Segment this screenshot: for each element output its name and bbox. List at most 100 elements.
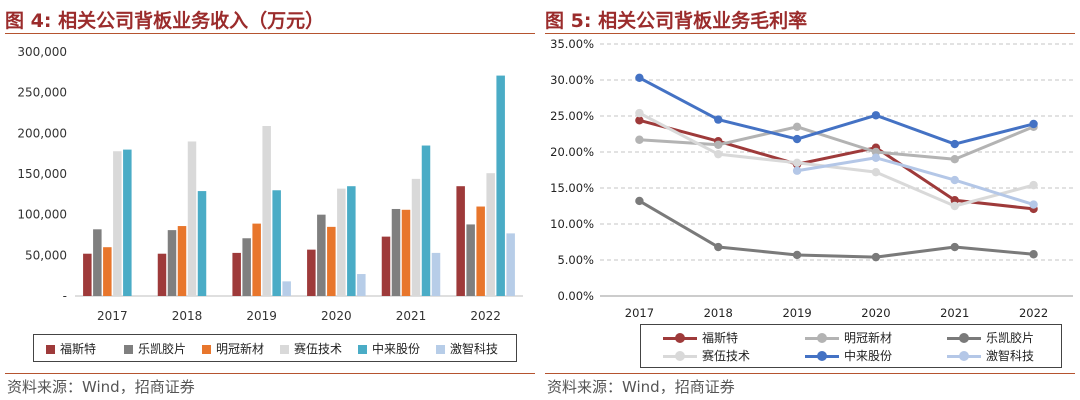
data-point: [635, 135, 644, 144]
legend-swatch: [663, 351, 697, 361]
x-tick-label: 2022: [470, 309, 501, 323]
line-chart: 0.00% 5.00% 10.00% 15.00% 20.00% 25.00% 30.00%…: [550, 37, 1073, 320]
data-point: [950, 175, 959, 185]
data-point: [792, 158, 802, 167]
bar: [242, 238, 251, 296]
bottom-divider: [5, 373, 535, 374]
bar: [83, 253, 92, 296]
title-text: 相关公司背板业务毛利率: [598, 10, 808, 32]
legend-label: 明冠新材: [216, 342, 265, 356]
line-chart-legend: 福斯特 明冠新材 乐凯胶片赛伍技术 中来股份 激智科技: [640, 324, 1062, 368]
legend-swatch: [663, 333, 697, 343]
legend-label: 福斯特: [702, 331, 739, 345]
y-tick-label: 150,000: [17, 167, 67, 181]
legend-label: 激智科技: [450, 342, 499, 356]
data-point: [1029, 119, 1038, 129]
legend-label: 赛伍技术: [294, 342, 343, 356]
legend-swatch: [46, 345, 55, 354]
legend-item: 激智科技: [947, 347, 1034, 364]
bar: [381, 236, 391, 296]
data-point: [635, 196, 644, 206]
x-tick-label: 2022: [1019, 306, 1048, 320]
margin-chart-title: 图 5: 相关公司背板业务毛利率: [545, 6, 807, 33]
y-tick-label: 25.00%: [550, 109, 594, 123]
bottom-divider: [545, 373, 1075, 374]
series-line: [638, 76, 1034, 146]
data-point: [871, 167, 881, 177]
y-tick-label: 200,000: [17, 126, 67, 140]
bar: [123, 149, 132, 296]
bar: [157, 253, 167, 296]
data-point: [950, 196, 959, 205]
y-tick-label: 250,000: [17, 86, 67, 100]
x-tick-label: 2017: [97, 309, 128, 323]
legend-item: 福斯特: [663, 329, 738, 346]
figure-label: 图 4:: [5, 10, 52, 32]
legend-swatch: [436, 345, 445, 354]
y-tick-label: 50,000: [25, 248, 67, 262]
data-point: [635, 116, 644, 125]
margin-chart-panel: 图 5: 相关公司背板业务毛利率 0.00% 5.00% 10.00% 15.00% 2…: [545, 0, 1075, 400]
data-point: [950, 242, 959, 252]
legend-label: 福斯特: [60, 342, 97, 356]
x-tick-label: 2020: [321, 309, 352, 323]
bar: [262, 126, 271, 296]
legend-swatch: [805, 351, 839, 361]
legend-label: 中来股份: [844, 349, 893, 363]
data-point: [871, 153, 881, 162]
title-divider: [545, 33, 1075, 34]
legend-label: 激智科技: [986, 349, 1035, 363]
x-tick-label: 2019: [782, 306, 811, 320]
bar: [103, 247, 112, 296]
data-point: [871, 147, 881, 157]
data-point: [871, 252, 881, 262]
x-tick-label: 2018: [172, 309, 203, 323]
data-point: [950, 155, 959, 164]
revenue-chart-panel: 图 4: 相关公司背板业务收入（万元） - 50,000 100,000 150,00…: [5, 0, 535, 400]
legend-swatch: [947, 333, 981, 343]
bar: [476, 206, 485, 296]
legend-label: 乐凯胶片: [986, 331, 1035, 345]
series-line: [638, 199, 1034, 259]
legend-item: 明冠新材: [202, 340, 264, 357]
bar: [252, 223, 261, 296]
y-tick-label: 30.00%: [550, 73, 594, 87]
series-line: [639, 125, 1035, 161]
legend-item: 赛伍技术: [280, 340, 342, 357]
y-tick-label: 10.00%: [550, 217, 594, 231]
bar: [347, 186, 356, 296]
x-tick-label: 2019: [246, 309, 277, 323]
data-point: [635, 73, 644, 83]
x-tick-label: 2021: [940, 306, 969, 320]
legend-swatch: [947, 351, 981, 361]
y-tick-label: 100,000: [17, 208, 67, 222]
data-point: [1029, 250, 1038, 259]
legend-item: 乐凯胶片: [947, 329, 1034, 346]
bar: [167, 230, 177, 296]
data-point: [792, 250, 802, 260]
bar: [307, 249, 316, 296]
legend-swatch: [805, 333, 839, 343]
legend-swatch: [124, 345, 133, 354]
legend-item: 明冠新材: [805, 329, 892, 346]
y-tick-label: 300,000: [17, 45, 67, 59]
data-point: [792, 122, 802, 131]
legend-item: 中来股份: [358, 340, 420, 357]
bar-chart-legend: 福斯特 乐凯胶片 明冠新材 赛伍技术 中来股份 激智科技: [33, 334, 517, 362]
data-point: [1029, 180, 1038, 190]
data-point: [871, 111, 881, 120]
bar: [506, 233, 515, 296]
source-note: 资料来源：Wind，招商证券: [7, 378, 195, 396]
legend-item: 激智科技: [436, 340, 498, 357]
y-tick-label: -: [63, 289, 67, 303]
legend-swatch: [202, 345, 211, 354]
data-point: [714, 149, 723, 159]
figure-label: 图 5:: [545, 10, 592, 32]
revenue-chart-title: 图 4: 相关公司背板业务收入（万元）: [5, 6, 324, 33]
legend-label: 赛伍技术: [702, 349, 751, 363]
y-tick-label: 35.00%: [550, 37, 594, 51]
bar-chart: - 50,000 100,000 150,000 200,000 250,000 300,0…: [17, 45, 523, 323]
legend-label: 中来股份: [372, 342, 421, 356]
source-note: 资料来源：Wind，招商证券: [547, 378, 735, 396]
bar: [272, 190, 281, 296]
